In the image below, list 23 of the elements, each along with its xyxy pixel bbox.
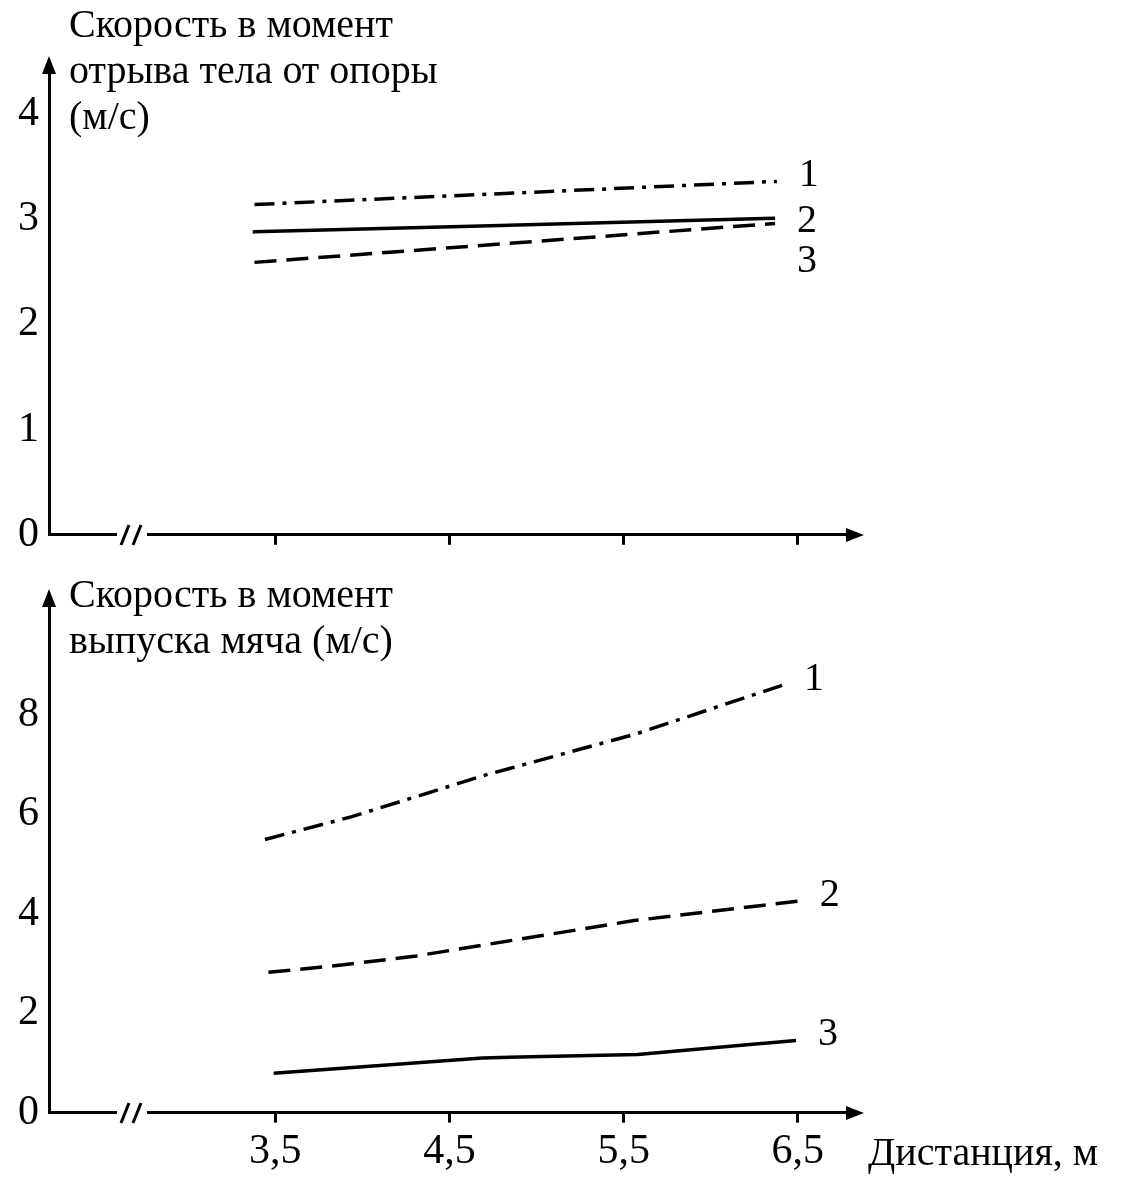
y-tick-label: 4 — [18, 887, 39, 934]
y-axis-title: Скорость в момент выпуска мяча (м/с) — [69, 570, 393, 662]
line-series — [263, 683, 784, 842]
y-tick-label: 2 — [18, 987, 39, 1034]
y-tick-label: 1 — [18, 403, 39, 450]
x-tick-label: 6,5 — [771, 1125, 825, 1172]
y-tick-label: 0 — [18, 1086, 39, 1133]
series-label: 3 — [818, 1008, 839, 1054]
y-tick-label: 2 — [18, 298, 39, 345]
series-label: 2 — [819, 869, 840, 915]
x-axis-title: Дистанция, м — [868, 1129, 1099, 1175]
series-label: 1 — [804, 653, 825, 699]
x-tick-label: 3,5 — [249, 1125, 302, 1172]
y-tick-label: 8 — [18, 688, 39, 735]
series-label: 1 — [798, 149, 819, 195]
x-tick-label: 4,5 — [423, 1125, 476, 1172]
line-series — [266, 899, 800, 975]
y-tick-label: 4 — [18, 88, 39, 135]
y-tick-label: 6 — [18, 788, 39, 835]
x-tick-label: 5,5 — [597, 1125, 650, 1172]
y-tick-label: 3 — [18, 193, 39, 240]
y-tick-label: 0 — [18, 508, 39, 555]
y-axis-title: Скорость в момент отрыва тела от опоры (м/с) — [69, 0, 438, 138]
